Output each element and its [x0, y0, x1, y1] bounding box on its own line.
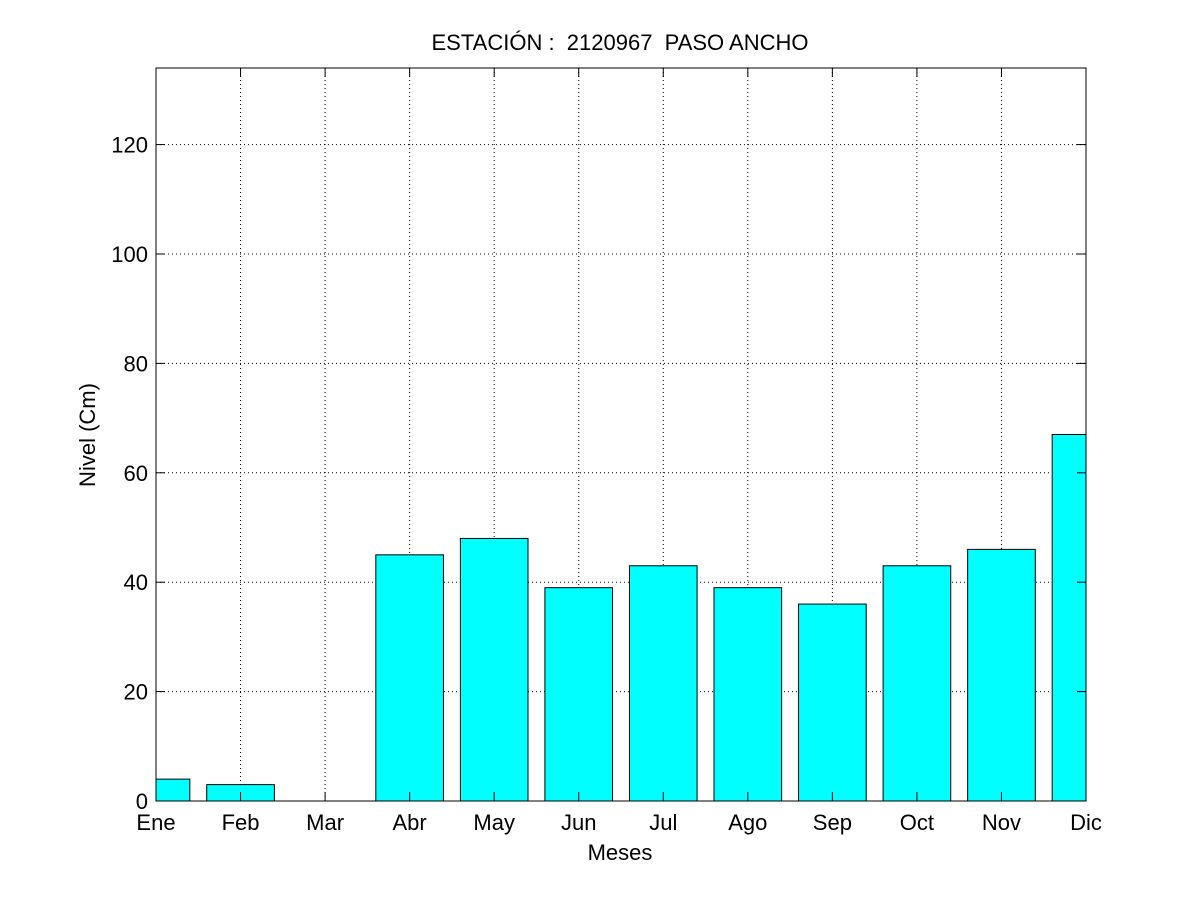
x-tick-label: Jul	[649, 810, 677, 835]
y-tick-label: 120	[111, 133, 148, 158]
x-tick-label: Feb	[222, 810, 260, 835]
bar-nov	[967, 548, 1036, 801]
y-tick-label: 0	[136, 789, 148, 814]
x-tick-label: Oct	[900, 810, 934, 835]
x-tick-label: Dic	[1070, 810, 1102, 835]
bar-jun	[544, 587, 614, 801]
axis-ticks	[155, 68, 1087, 802]
x-tick-labels: Ene Feb Mar Abr May Jun Jul Ago Sep Oct Nov Dic	[136, 810, 1101, 835]
x-tick-label: Mar	[306, 810, 344, 835]
x-tick-label: Jun	[561, 810, 596, 835]
y-tick-label: 60	[124, 461, 148, 486]
y-tick-labels: 0 20 40 60 80 100 120	[111, 133, 148, 814]
x-tick-label: May	[473, 810, 515, 835]
y-tick-label: 100	[111, 242, 148, 267]
y-tick-label: 80	[124, 351, 148, 376]
x-tick-label: Ene	[136, 810, 175, 835]
bar-sep	[798, 603, 867, 801]
y-tick-label: 40	[124, 570, 148, 595]
bar-ago	[713, 587, 783, 801]
bars	[156, 434, 1086, 801]
bar-abr	[375, 554, 444, 801]
y-tick-label: 20	[124, 680, 148, 705]
x-tick-label: Abr	[393, 810, 427, 835]
bar-dic	[1051, 434, 1086, 801]
bar-oct	[882, 565, 952, 801]
bar-may	[459, 537, 529, 801]
bar-jul	[628, 565, 698, 801]
x-tick-label: Nov	[982, 810, 1021, 835]
x-tick-label: Sep	[813, 810, 852, 835]
x-tick-label: Ago	[728, 810, 767, 835]
x-axis-label: Meses	[588, 840, 653, 865]
bar-ene	[156, 778, 191, 801]
plot-frame	[155, 67, 1087, 802]
y-axis-label: Nivel (Cm)	[75, 383, 100, 487]
chart-title: ESTACIÓN : 2120967 PASO ANCHO	[432, 30, 809, 55]
